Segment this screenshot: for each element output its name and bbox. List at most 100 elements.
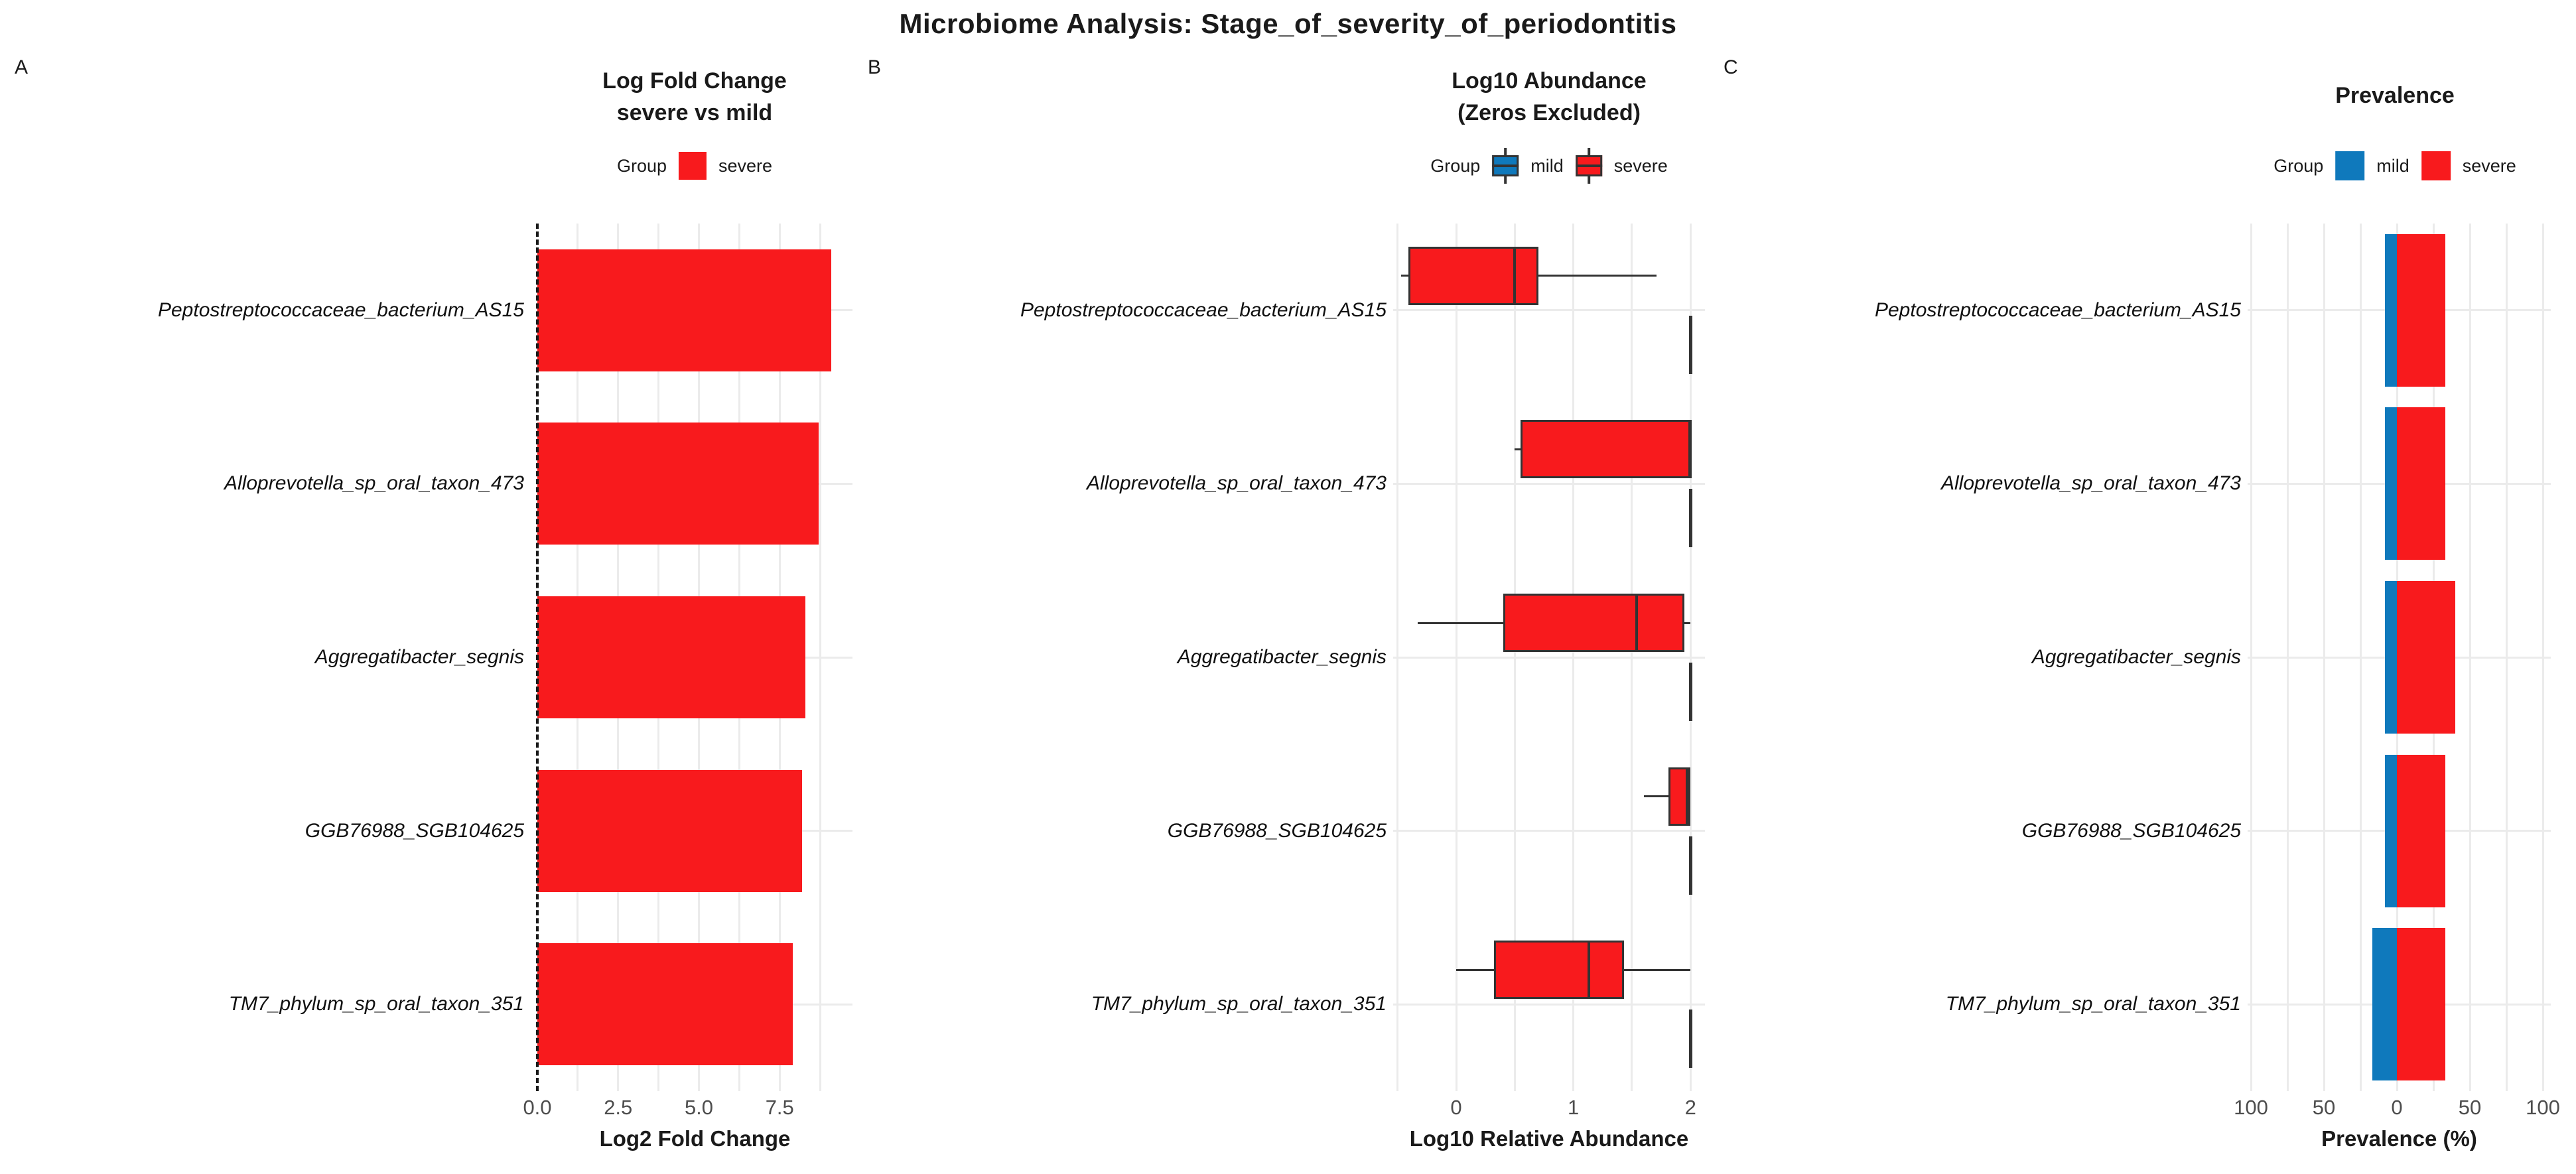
legend-item-label-severe: severe: [718, 155, 773, 176]
legend-key-severe: [2421, 151, 2451, 180]
bar-severe-Peptostreptococcaceae_bacterium_AS15: [2397, 233, 2446, 387]
panel-a-legend: Group severe: [617, 147, 772, 184]
legend-item-label-severe: severe: [1613, 155, 1668, 176]
panel-a-title-line-1: Log Fold Change: [602, 68, 787, 94]
x-tick-label-b: 2: [1684, 1096, 1696, 1119]
bar-mild-Peptostreptococcaceae_bacterium_AS15: [2384, 233, 2397, 387]
bar-mild-Aggregatibacter_segnis: [2384, 581, 2397, 734]
bar-mild-GGB76988_SGB104625: [2384, 754, 2397, 907]
taxa-label-a: Aggregatibacter_segnis: [314, 646, 524, 668]
bar-severe-TM7_phylum_sp_oral_taxon_351: [2397, 928, 2446, 1081]
legend-key-median-line: [1492, 164, 1519, 167]
grid-line-vertical: [2505, 224, 2508, 1091]
whisker-right: [1623, 968, 1691, 971]
grid-line-vertical: [1455, 224, 1457, 1091]
x-axis-title-b: Log10 Relative Abundance: [1409, 1126, 1689, 1151]
whisker-left: [1515, 448, 1521, 450]
grid-line-vertical: [2323, 224, 2325, 1091]
boxplot-degenerate-mild-Alloprevotella_sp_oral_taxon_473: [1688, 489, 1692, 548]
whisker-left: [1643, 795, 1668, 798]
taxa-label-c: Alloprevotella_sp_oral_taxon_473: [1941, 472, 2241, 495]
legend-title: Group: [616, 155, 667, 176]
boxplot-degenerate-mild-TM7_phylum_sp_oral_taxon_351: [1688, 1010, 1692, 1069]
x-axis-title-c: Prevalence (%): [2321, 1126, 2477, 1151]
panel-c-letter: C: [1724, 56, 1738, 78]
bar-mild-TM7_phylum_sp_oral_taxon_351: [2372, 928, 2397, 1081]
zero-line: [536, 224, 539, 1091]
panel-c-plot-area: [2248, 224, 2551, 1091]
x-tick-label-b: 1: [1567, 1096, 1580, 1119]
bar-severe-Aggregatibacter_segnis: [2397, 581, 2455, 734]
grid-line-vertical: [1689, 224, 1692, 1091]
panel-b-plot-area: [1393, 224, 1705, 1091]
grid-line-horizontal: [1393, 656, 1705, 659]
legend-title: Group: [2273, 155, 2324, 176]
taxa-label-c: TM7_phylum_sp_oral_taxon_351: [1945, 993, 2241, 1015]
taxa-label-a: GGB76988_SGB104625: [305, 819, 524, 842]
taxa-label-a: Alloprevotella_sp_oral_taxon_473: [224, 472, 524, 495]
boxplot-box-severe-TM7_phylum_sp_oral_taxon_351: [1493, 941, 1624, 1000]
panel-b-legend: Group mild severe: [1430, 147, 1668, 184]
bar-Peptostreptococcaceae_bacterium_AS15: [537, 249, 832, 371]
whisker-right: [1684, 621, 1691, 624]
x-tick-label-c: 50: [2458, 1096, 2482, 1119]
panel-a-letter: A: [15, 56, 29, 78]
median-line: [1685, 767, 1688, 826]
boxplot-box-severe-Alloprevotella_sp_oral_taxon_473: [1521, 420, 1691, 479]
bar-severe-Alloprevotella_sp_oral_taxon_473: [2397, 407, 2446, 560]
grid-line-vertical: [1631, 224, 1633, 1091]
grid-line-horizontal: [1393, 1003, 1705, 1006]
panel-c-legend: Group mild severe: [2273, 147, 2516, 184]
taxa-label-b: Alloprevotella_sp_oral_taxon_473: [1087, 472, 1387, 495]
bar-TM7_phylum_sp_oral_taxon_351: [537, 943, 793, 1066]
taxa-label-b: Aggregatibacter_segnis: [1177, 646, 1387, 668]
figure-title: Microbiome Analysis: Stage_of_severity_o…: [899, 8, 1677, 39]
bar-Alloprevotella_sp_oral_taxon_473: [537, 423, 819, 545]
grid-line-vertical: [2359, 224, 2362, 1091]
grid-line-horizontal: [1393, 482, 1705, 485]
panel-a-plot-area: [536, 224, 852, 1091]
legend-title: Group: [1430, 155, 1481, 176]
x-tick-label-a: 5.0: [684, 1096, 714, 1119]
grid-line-vertical: [819, 224, 821, 1091]
taxa-label-c: GGB76988_SGB104625: [2021, 819, 2241, 842]
legend-item-label-mild: mild: [1530, 155, 1564, 176]
boxplot-box-severe-Aggregatibacter_segnis: [1503, 594, 1685, 652]
grid-line-horizontal: [1393, 309, 1705, 312]
taxa-label-c: Aggregatibacter_segnis: [2031, 646, 2241, 668]
legend-key-mild: [2335, 151, 2365, 180]
grid-line-vertical: [1572, 224, 1575, 1091]
x-tick-label-c: 100: [2234, 1096, 2268, 1119]
panel-b-letter: B: [868, 56, 882, 78]
taxa-label-c: Peptostreptococcaceae_bacterium_AS15: [1874, 298, 2241, 321]
grid-line-vertical: [2542, 224, 2544, 1091]
median-line: [1635, 594, 1638, 652]
median-line: [1587, 941, 1590, 1000]
grid-line-vertical: [2286, 224, 2289, 1091]
x-tick-label-c: 50: [2312, 1096, 2336, 1119]
boxplot-degenerate-mild-GGB76988_SGB104625: [1688, 836, 1692, 895]
x-tick-label-a: 7.5: [765, 1096, 794, 1119]
x-tick-label-b: 0: [1450, 1096, 1462, 1119]
median-line: [1513, 246, 1517, 305]
legend-item-label-severe: severe: [2462, 155, 2516, 176]
taxa-label-b: TM7_phylum_sp_oral_taxon_351: [1091, 993, 1387, 1015]
whisker-left: [1400, 275, 1408, 277]
bar-GGB76988_SGB104625: [537, 769, 803, 892]
legend-key-severe: [1575, 148, 1602, 184]
legend-key-severe: [679, 152, 707, 180]
bar-Aggregatibacter_segnis: [537, 596, 806, 718]
whisker-right: [1538, 275, 1657, 277]
x-tick-label-c: 100: [2526, 1096, 2560, 1119]
taxa-label-a: TM7_phylum_sp_oral_taxon_351: [228, 993, 524, 1015]
boxplot-degenerate-mild-Aggregatibacter_segnis: [1688, 663, 1692, 721]
x-axis-title-a: Log2 Fold Change: [599, 1126, 791, 1151]
x-tick-label-a: 2.5: [604, 1096, 633, 1119]
taxa-label-a: Peptostreptococcaceae_bacterium_AS15: [157, 298, 524, 321]
whisker-left: [1456, 968, 1494, 971]
panel-b-title-line-1: Log10 Abundance: [1452, 68, 1647, 94]
panel-a-title-line-2: severe vs mild: [616, 100, 773, 125]
whisker-left: [1417, 621, 1503, 624]
x-tick-label-c: 0: [2391, 1096, 2403, 1119]
